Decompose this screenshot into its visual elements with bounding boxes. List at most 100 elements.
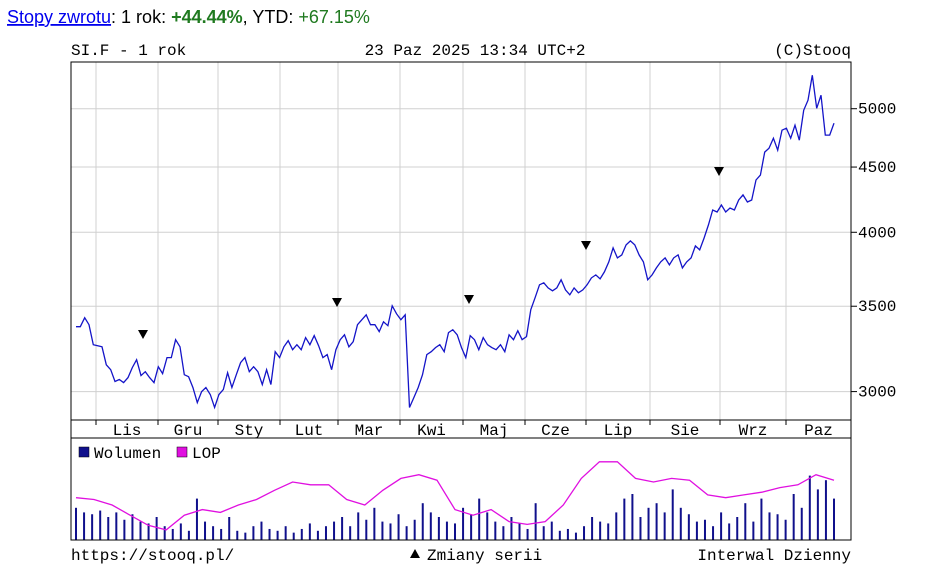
- volume-bar: [808, 475, 811, 540]
- volume-bar: [349, 526, 352, 540]
- volume-bar: [574, 532, 577, 540]
- period-value: +44.44%: [171, 7, 243, 27]
- volume-bar: [760, 498, 763, 540]
- x-tick-label: Paz: [804, 422, 833, 440]
- legend-swatch: [176, 446, 188, 458]
- volume-bar: [687, 514, 690, 540]
- volume-bar: [486, 512, 489, 540]
- x-tick-label: Maj: [480, 422, 509, 440]
- volume-bar: [736, 517, 739, 540]
- volume-bar: [695, 521, 698, 540]
- volume-bar: [244, 532, 247, 540]
- grid: Lis Gru Sty Lut Mar Kwi Maj Cze Lip Sie Wrz Paz 3000…: [71, 62, 896, 440]
- volume-bar: [615, 512, 618, 540]
- volume-bar: [534, 503, 537, 540]
- returns-link[interactable]: Stopy zwrotu: [7, 7, 111, 27]
- volume-bar: [478, 498, 481, 540]
- volume-bar: [510, 517, 513, 540]
- volume-bar: [712, 526, 715, 540]
- chart-title: SI.F - 1 rok: [71, 42, 186, 60]
- ytd-label: , YTD:: [243, 7, 294, 27]
- volume-bar: [357, 512, 360, 540]
- volume-bar: [308, 523, 311, 540]
- volume-bar: [115, 512, 118, 540]
- volume-bar: [679, 507, 682, 540]
- marker: [581, 241, 591, 250]
- series-change-markers: [138, 167, 724, 339]
- volume-bar: [599, 521, 602, 540]
- x-tick-label: Mar: [355, 422, 384, 440]
- volume-bar: [462, 507, 465, 540]
- volume-bar: [647, 507, 650, 540]
- volume-bar: [236, 530, 239, 540]
- y-tick-label: 3500: [858, 298, 896, 316]
- volume-bar: [204, 521, 207, 540]
- volume-bar: [276, 530, 279, 540]
- y-tick-label: 5000: [858, 101, 896, 119]
- x-tick-label: Sty: [235, 422, 264, 440]
- volume-bar: [341, 517, 344, 540]
- volume-bar: [816, 489, 819, 540]
- volume-bar: [171, 528, 174, 540]
- x-tick-label: Sie: [671, 422, 700, 440]
- volume-bar: [833, 498, 835, 540]
- x-tick-label: Lut: [295, 422, 324, 440]
- volume-bar: [405, 526, 408, 540]
- legend-label: LOP: [192, 445, 221, 463]
- volume-bar: [139, 521, 142, 540]
- x-tick-label: Cze: [541, 422, 570, 440]
- ytd-value: +67.15%: [298, 7, 370, 27]
- volume-bar: [518, 523, 521, 540]
- volume-bar: [429, 512, 432, 540]
- x-tick-label: Wrz: [739, 422, 768, 440]
- lop-line: [75, 461, 835, 531]
- volume-bar: [454, 523, 456, 540]
- volume-bar: [437, 517, 440, 540]
- volume-bar: [824, 480, 827, 540]
- volume-bar: [212, 526, 215, 540]
- plot: Wolumen LOP: [75, 75, 835, 540]
- volume-bar: [123, 519, 126, 540]
- volume-bar: [155, 517, 158, 540]
- volume-bar: [591, 517, 594, 540]
- volume-bar: [703, 519, 706, 540]
- volume-bar: [179, 523, 182, 540]
- volume-bar: [671, 489, 674, 540]
- legend-label: Wolumen: [94, 445, 161, 463]
- volume-bar: [107, 517, 110, 540]
- volume-bar: [397, 514, 400, 540]
- volume-bar: [163, 526, 166, 540]
- marker: [138, 330, 148, 339]
- volume-bar: [365, 519, 368, 540]
- volume-bar: [470, 514, 473, 540]
- footer-note: Zmiany serii: [427, 547, 542, 565]
- price-line: [76, 75, 835, 410]
- x-tick-label: Lis: [113, 422, 142, 440]
- volume-bar: [91, 514, 94, 540]
- y-tick-label: 4000: [858, 224, 896, 242]
- volume-bar: [187, 530, 190, 540]
- footer-interval: Interwal Dzienny: [697, 547, 851, 565]
- volume-bar: [445, 521, 448, 540]
- marker: [714, 167, 724, 176]
- footer-url: https://stooq.pl/: [71, 547, 234, 565]
- volume-bar: [131, 514, 134, 540]
- volume-bar: [292, 532, 295, 540]
- volume-bar: [83, 512, 86, 540]
- volume-bar: [99, 510, 102, 540]
- volume-bar: [623, 498, 626, 540]
- marker: [332, 298, 342, 307]
- chart-credit: (C)Stooq: [774, 42, 851, 60]
- volume-bar: [252, 526, 255, 540]
- chart-date: 23 Paz 2025 13:34 UTC+2: [365, 42, 586, 60]
- volume-bar: [752, 521, 755, 540]
- volume-bar: [792, 494, 795, 540]
- volume-bar: [768, 512, 771, 540]
- y-tick-label: 3000: [858, 384, 896, 402]
- volume-bar: [260, 521, 263, 540]
- volume-bar: [639, 517, 642, 540]
- volume-bar: [220, 528, 223, 540]
- volume-bar: [333, 521, 336, 540]
- volume-bar: [720, 512, 723, 540]
- volume-bar: [631, 494, 634, 540]
